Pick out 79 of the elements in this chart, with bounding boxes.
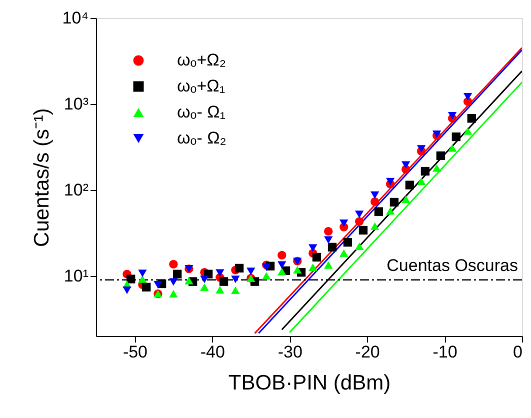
point — [340, 249, 348, 257]
point — [340, 219, 348, 227]
point — [216, 269, 224, 277]
point — [463, 127, 472, 135]
point — [308, 244, 318, 252]
point — [452, 132, 460, 142]
point — [401, 161, 410, 169]
point — [420, 166, 430, 176]
point — [278, 250, 286, 260]
point — [386, 207, 395, 215]
point — [278, 261, 286, 269]
point — [278, 268, 286, 276]
point — [154, 280, 162, 288]
point — [390, 198, 399, 207]
point — [370, 197, 380, 206]
point — [401, 195, 410, 203]
point — [436, 151, 446, 160]
point — [200, 276, 209, 284]
point — [216, 286, 224, 294]
point — [169, 260, 178, 268]
legend-label: ωₒ- Ω₁ — [177, 102, 226, 122]
y-tick-label: 10² — [64, 180, 89, 200]
point — [246, 268, 256, 276]
point — [126, 274, 136, 284]
x-tick-label: -50 — [122, 342, 148, 362]
point — [355, 242, 364, 250]
point — [324, 227, 333, 236]
point — [405, 180, 414, 190]
point — [432, 164, 442, 172]
point — [448, 112, 457, 120]
legend-label: ωₒ- Ω₂ — [177, 128, 226, 148]
point — [463, 92, 472, 100]
point — [231, 286, 240, 294]
point — [122, 286, 132, 294]
point — [358, 226, 368, 235]
point — [374, 207, 384, 216]
point — [138, 275, 147, 283]
point — [293, 266, 302, 274]
point — [328, 242, 337, 252]
point — [416, 145, 426, 153]
point — [386, 178, 395, 186]
point — [308, 264, 318, 272]
point — [231, 276, 240, 284]
point — [234, 264, 244, 273]
x-tick-label: -30 — [278, 342, 302, 362]
x-tick-label: 0 — [513, 342, 522, 362]
x-tick-label: -10 — [432, 342, 458, 362]
point — [142, 282, 151, 292]
y-tick-label: 10³ — [64, 94, 89, 114]
point — [184, 276, 194, 284]
point — [370, 191, 380, 199]
legend-label: ωₒ+Ω₁ — [177, 76, 226, 96]
point — [169, 290, 178, 298]
point — [219, 277, 228, 286]
point — [200, 283, 209, 291]
point — [262, 264, 271, 272]
point — [312, 252, 322, 262]
point — [343, 238, 352, 247]
point — [324, 236, 333, 244]
point — [172, 270, 182, 278]
point — [169, 278, 178, 286]
x-axis-title: TBOB·PIN (dBm) — [228, 372, 391, 394]
point — [432, 130, 442, 138]
point — [355, 217, 364, 226]
point — [467, 114, 476, 123]
legend-label: ωₒ+Ω₂ — [177, 50, 226, 70]
y-tick-label: 10⁴ — [62, 8, 88, 28]
point — [370, 222, 380, 230]
point — [355, 210, 364, 218]
point — [416, 178, 426, 186]
point — [262, 272, 271, 280]
point — [138, 270, 147, 278]
point — [448, 144, 457, 152]
ref-line-label: Cuentas Oscuras — [386, 256, 518, 275]
y-axis-title: Cuentas/s (s⁻¹) — [30, 108, 54, 247]
y-tick-label: 10¹ — [64, 266, 89, 286]
x-tick-label: -20 — [355, 342, 380, 362]
point — [324, 261, 333, 269]
x-tick-label: -40 — [200, 342, 225, 362]
